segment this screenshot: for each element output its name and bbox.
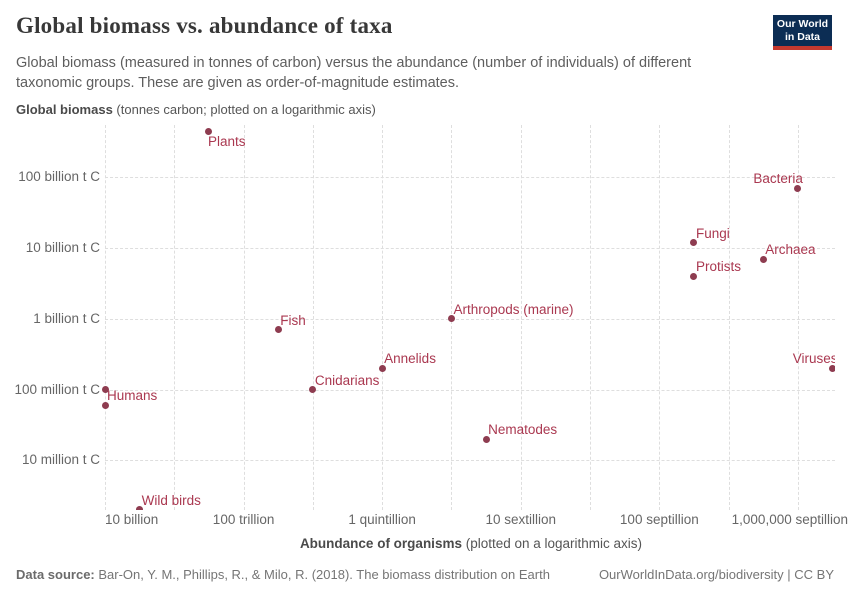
- x-axis-title-bold: Abundance of organisms: [299, 536, 462, 551]
- y-gridline: [105, 177, 835, 179]
- data-point-viruses[interactable]: [829, 364, 835, 372]
- data-point-arthropods-marine[interactable]: [447, 315, 455, 323]
- x-axis-title: Abundance of organisms (plotted on a log…: [105, 536, 837, 551]
- point-label-wild-birds[interactable]: Wild birds: [141, 492, 201, 508]
- data-point-annelids[interactable]: [378, 364, 386, 372]
- point-label-protists[interactable]: Protists: [695, 259, 741, 275]
- x-gridline: [590, 125, 592, 510]
- owid-logo-line2: in Data: [784, 30, 820, 43]
- chart-subtitle: Global biomass (measured in tonnes of ca…: [16, 55, 692, 91]
- y-tick-label: 100 million t C: [14, 381, 100, 397]
- point-label-nematodes[interactable]: Nematodes: [488, 422, 558, 438]
- x-gridline: [243, 125, 245, 510]
- point-label-archaea[interactable]: Archaea: [765, 242, 816, 258]
- chart-footer: Data source: Bar-On, Y. M., Phillips, R.…: [16, 567, 834, 582]
- y-axis-title-rest: (tonnes carbon; plotted on a logarithmic…: [112, 102, 376, 117]
- x-gridline: [312, 125, 314, 510]
- y-axis-title-bold: Global biomass: [16, 102, 113, 117]
- data-point-humans[interactable]: [101, 401, 109, 409]
- data-point-protists[interactable]: [690, 272, 698, 280]
- point-label-plants[interactable]: Plants: [207, 134, 246, 150]
- x-axis-title-rest: (plotted on a logarithmic axis): [461, 536, 643, 551]
- y-axis-title: Global biomass (tonnes carbon; plotted o…: [16, 102, 376, 117]
- x-gridline: [728, 125, 730, 510]
- plot-area: Plants Bacteria Fungi Archaea Protists Arthro…: [90, 125, 835, 510]
- point-label-viruses[interactable]: Viruses: [792, 351, 835, 367]
- data-point-fungi[interactable]: [690, 239, 698, 247]
- x-tick-label: 10 billion: [105, 512, 159, 527]
- x-gridline: [797, 125, 799, 510]
- page-title: Global biomass vs. abundance of taxa: [16, 13, 393, 38]
- data-point-archaea[interactable]: [759, 255, 767, 263]
- y-gridline: [105, 318, 835, 320]
- point-label-arthropods-marine[interactable]: Arthropods (marine): [453, 301, 574, 317]
- data-point-unlabeled[interactable]: [101, 386, 109, 394]
- data-point-plants[interactable]: [205, 127, 213, 135]
- y-tick-label: 1 billion t C: [33, 310, 100, 326]
- data-point-nematodes[interactable]: [482, 435, 490, 443]
- owid-logo[interactable]: Our World in Data: [773, 15, 832, 50]
- owid-logo-line1: Our World: [776, 18, 829, 31]
- x-tick-label: 10 sextillion: [485, 512, 557, 527]
- x-gridline: [105, 125, 106, 510]
- data-source-text: Bar-On, Y. M., Phillips, R., & Milo, R. …: [94, 567, 550, 582]
- y-tick-label: 10 billion t C: [25, 240, 100, 256]
- x-gridline: [174, 125, 176, 510]
- data-point-cnidarians[interactable]: [309, 386, 317, 394]
- data-source-label: Data source:: [16, 567, 95, 582]
- point-label-fish[interactable]: Fish: [280, 312, 306, 328]
- x-gridline: [659, 125, 661, 510]
- x-tick-label: 100 septillion: [619, 512, 699, 527]
- x-tick-label: 1,000,000 septillion: [731, 512, 848, 527]
- owid-credit-link[interactable]: OurWorldInData.org/biodiversity | CC BY: [598, 567, 834, 582]
- point-label-bacteria[interactable]: Bacteria: [753, 171, 803, 187]
- point-label-annelids[interactable]: Annelids: [384, 351, 436, 367]
- y-gridline: [105, 248, 835, 250]
- point-label-fungi[interactable]: Fungi: [695, 225, 730, 241]
- data-point-wild-birds[interactable]: [136, 506, 144, 510]
- point-label-cnidarians[interactable]: Cnidarians: [314, 372, 380, 388]
- y-gridline: [105, 460, 835, 462]
- data-source-note: Data source: Bar-On, Y. M., Phillips, R.…: [16, 567, 550, 582]
- y-gridline: [105, 389, 835, 391]
- data-point-fish[interactable]: [274, 326, 282, 334]
- data-point-bacteria[interactable]: [794, 184, 802, 192]
- x-tick-label: 1 quintillion: [348, 512, 416, 527]
- y-tick-label: 10 million t C: [21, 452, 100, 468]
- point-label-humans[interactable]: Humans: [107, 388, 158, 404]
- x-tick-label: 100 trillion: [212, 512, 275, 527]
- y-tick-label: 100 billion t C: [18, 169, 100, 185]
- x-gridline: [520, 125, 522, 510]
- x-gridline: [382, 125, 384, 510]
